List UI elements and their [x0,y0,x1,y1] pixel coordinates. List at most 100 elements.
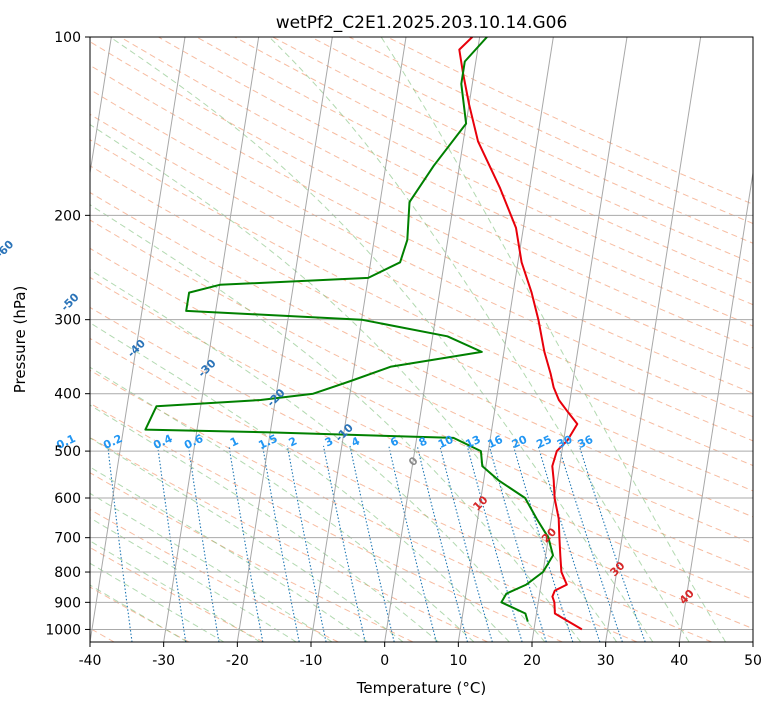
x-axis-label: Temperature (°C) [356,679,486,697]
isotherm-label: -50 [58,290,81,313]
moist-adiabat [90,322,510,642]
y-tick-label: 300 [54,313,81,329]
isotherm-label: 30 [608,559,628,579]
dry-adiabat [158,37,753,327]
moist-adiabat [90,466,368,642]
dry-adiabat [90,337,712,642]
mixing-ratio-line [187,445,220,642]
isotherm-label: 40 [677,587,697,607]
isotherm-label: -60 [0,238,17,261]
temperature-line [458,37,583,631]
mixing-ratio-label: 0.4 [151,432,174,452]
moist-adiabat [90,517,297,642]
plot-frame [89,36,754,643]
dry-adiabat [272,37,753,264]
isotherm [90,37,186,642]
mixing-ratio-label: 36 [576,433,596,451]
dry-adiabat [90,191,753,518]
moist-adiabat [90,437,404,642]
isotherm [605,37,702,642]
dry-adiabat [90,436,488,642]
isotherm [310,37,407,642]
y-tick-label: 600 [54,491,81,507]
dewpoint-line [144,37,554,622]
mixing-ratio-label: 0.2 [101,432,124,452]
moist-adiabat [90,540,261,642]
dry-adiabat [90,139,753,467]
mixing-ratio-line [557,445,623,642]
dry-adiabat [90,276,753,601]
dry-adiabat [234,37,753,285]
moist-adiabat [380,37,727,642]
y-tick-label: 900 [54,595,81,611]
isotherm [90,37,112,177]
mixing-ratio-line [512,445,574,642]
dry-adiabat [90,472,414,642]
isotherm-label: -20 [264,386,287,409]
x-tick-label: -30 [152,653,175,669]
dry-adiabat [90,219,753,545]
dry-adiabat [90,88,753,418]
dry-adiabat [348,37,753,225]
mixing-ratio-label: 2 [287,434,299,449]
isotherm-label: 10 [470,493,490,513]
moist-adiabat [268,37,690,642]
mixing-ratio-label: 0.6 [182,432,205,452]
isotherm [163,37,260,642]
moist-adiabat [90,584,188,642]
dry-adiabat [90,41,753,371]
y-tick-label: 700 [54,531,81,547]
dry-adiabat [90,306,753,630]
isotherm [384,37,481,642]
moist-adiabat [90,204,582,642]
x-tick-label: 50 [744,653,762,669]
mixing-ratio-label: 20 [510,433,530,451]
mixing-ratio-line [388,445,437,642]
x-tick-label: 10 [449,653,467,669]
mixing-ratio-line [537,445,601,642]
mixing-ratio-label: 30 [555,433,575,451]
mixing-ratio-label: 1.5 [256,432,279,452]
mixing-ratio-line [322,445,366,642]
moist-adiabat [109,37,654,642]
dry-adiabat [90,369,638,642]
mixing-ratio-line [488,445,547,642]
profile-lines [144,37,583,631]
dry-adiabat [196,37,753,306]
dry-adiabat [90,546,264,642]
y-tick-label: 100 [54,30,81,46]
y-tick-label: 1000 [45,622,81,638]
dry-adiabat [387,37,753,205]
chart-title: wetPf2_C2E1.2025.203.10.14.G06 [276,13,568,33]
x-tick-label: -20 [226,653,249,669]
x-tick-label: 20 [523,653,541,669]
mixing-ratio-line [262,445,300,642]
moist-adiabat [90,269,546,642]
isotherm [678,169,753,642]
x-tick-label: -10 [300,653,323,669]
mixing-ratio-label: 10 [436,433,456,451]
moist-adiabat [90,123,618,642]
mixing-ratio-line [349,445,395,642]
y-axis-label: Pressure (hPa) [11,286,29,394]
isotherm [457,37,554,642]
mixing-ratio-line [107,445,133,642]
mixing-ratio-line [286,445,327,642]
mixing-ratio-line [439,445,493,642]
moist-adiabat [90,366,475,642]
mixing-ratio-line [578,445,646,642]
dry-adiabat [90,402,563,642]
moist-adiabat [90,404,439,642]
x-tick-label: 0 [380,653,389,669]
moist-adiabat [90,562,225,642]
isotherm [531,37,628,642]
x-tick-label: -40 [79,653,102,669]
mixing-ratio-label: 25 [534,433,553,451]
dry-adiabat [90,64,753,394]
isotherm-label: -30 [195,356,218,379]
dry-adiabat [90,247,753,572]
mixing-ratio-line [466,445,523,642]
y-tick-label: 500 [54,444,81,460]
mixing-ratio-line [228,445,264,642]
